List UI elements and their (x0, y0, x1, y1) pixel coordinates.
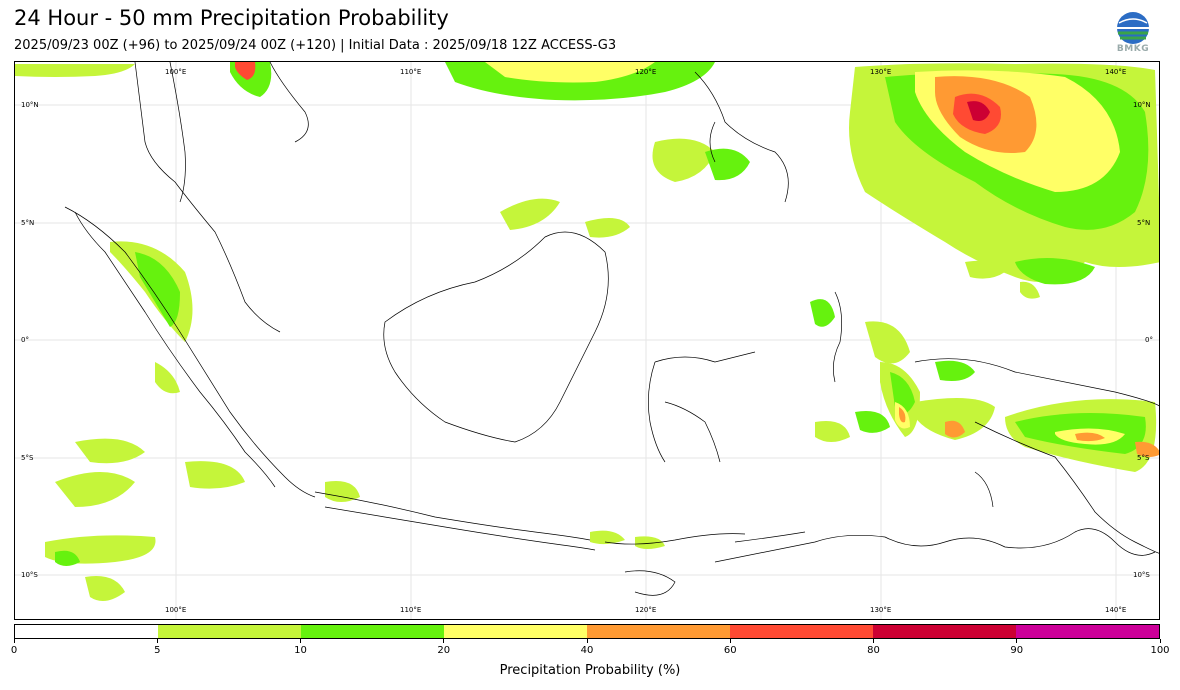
chart-subtitle: 2025/09/23 00Z (+96) to 2025/09/24 00Z (… (14, 38, 617, 53)
map-canvas (15, 62, 1159, 619)
bmkg-logo-icon (1117, 12, 1149, 44)
lon-label-bottom-110e: 110°E (400, 606, 422, 614)
colorbar-tick-label: 10 (294, 645, 307, 656)
colorbar-tick-label: 90 (1010, 645, 1024, 656)
colorbar-segment (873, 625, 1016, 638)
lon-label-top-140e: 140°E (1105, 68, 1127, 76)
colorbar-tick (300, 639, 301, 643)
colorbar-segment (158, 625, 301, 638)
colorbar-tick (729, 639, 731, 643)
lon-label-top-100e: 100°E (165, 68, 187, 76)
colorbar-tick-label: 80 (867, 645, 880, 656)
lat-label-right-10n: 10°N (1133, 101, 1151, 109)
logo-text: BMKG (1116, 44, 1150, 54)
lon-label-bottom-130e: 130°E (870, 606, 892, 614)
colorbar-tick (1016, 639, 1018, 643)
colorbar-segment (301, 625, 444, 638)
colorbar-tick (1159, 639, 1161, 643)
colorbar-segment (1016, 625, 1159, 638)
colorbar-tick-label: 40 (580, 645, 594, 656)
lat-label-left-0: 0° (21, 336, 29, 344)
lon-label-bottom-140e: 140°E (1105, 606, 1127, 614)
colorbar-tick (873, 639, 874, 643)
lat-label-right-0: 0° (1145, 336, 1153, 344)
lon-label-bottom-120e: 120°E (635, 606, 657, 614)
colorbar-tick-label: 100 (1150, 645, 1170, 656)
lat-label-left-5n: 5°N (21, 219, 35, 227)
colorbar-tick (156, 639, 158, 643)
colorbar-tick (443, 639, 445, 643)
colorbar-tick-label: 5 (154, 645, 161, 656)
colorbar (14, 624, 1160, 639)
colorbar-tick-label: 20 (437, 645, 451, 656)
chart-title: 24 Hour - 50 mm Precipitation Probabilit… (14, 6, 449, 30)
lon-label-top-130e: 130°E (870, 68, 892, 76)
lat-label-left-10s: 10°S (21, 571, 38, 579)
coastlines (64, 62, 1159, 596)
colorbar-segment (587, 625, 730, 638)
precipitation-map: 100°E 110°E 120°E 130°E 140°E 100°E 110°… (14, 61, 1160, 620)
lat-label-left-10n: 10°N (21, 101, 39, 109)
precipitation-shading (15, 62, 1159, 601)
colorbar-tick-label: 0 (10, 645, 18, 656)
lat-label-right-5s: 5°S (1137, 454, 1150, 462)
lon-label-top-110e: 110°E (400, 68, 422, 76)
colorbar-segment (444, 625, 587, 638)
lat-label-right-10s: 10°S (1133, 571, 1150, 579)
colorbar-tick (13, 639, 15, 643)
colorbar-segment (730, 625, 873, 638)
lat-label-left-5s: 5°S (21, 454, 34, 462)
colorbar-segment (15, 625, 158, 638)
colorbar-tick (586, 639, 588, 643)
colorbar-title: Precipitation Probability (%) (499, 663, 681, 678)
lat-label-right-5n: 5°N (1137, 219, 1151, 227)
colorbar-tick-label: 60 (723, 645, 737, 656)
lon-label-top-120e: 120°E (635, 68, 657, 76)
lon-label-bottom-100e: 100°E (165, 606, 187, 614)
